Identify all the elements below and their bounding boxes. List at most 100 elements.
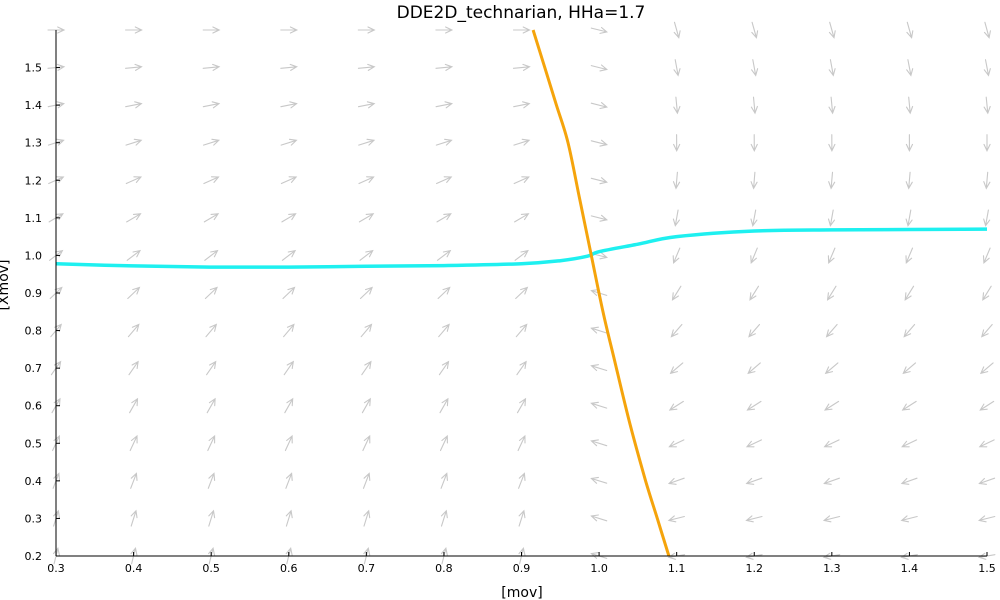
x-axis-label: [mov] [501,585,542,600]
vector-field-arrow [435,138,453,146]
vector-field-arrow [982,247,991,264]
vector-field-arrow [357,26,376,34]
x-tick-label: 1.4 [901,562,919,575]
vector-field-arrow [125,26,143,34]
vector-field-arrow [281,213,297,223]
vector-field-arrow [745,515,763,523]
vector-field-arrow [590,64,609,72]
vector-field-arrow [360,323,373,338]
vector-field-arrow [903,323,916,338]
vector-field-arrow [282,286,296,300]
y-tick-label: 0.9 [25,287,43,300]
vector-field-arrow [983,96,991,115]
vector-field-arrow [439,397,449,414]
vector-field-arrow [126,249,142,261]
vector-field-arrow [204,249,219,261]
vector-field-arrow [129,397,139,414]
vector-field-arrow [748,323,761,338]
vector-field-arrow [285,509,293,527]
vector-field-arrow [436,176,453,185]
vector-field-arrow [983,171,991,190]
vector-field-arrow [668,439,685,448]
vector-field-arrow [670,323,683,338]
vector-field-arrow [438,360,450,376]
vector-field-arrow [516,360,527,376]
vector-field-arrow [440,472,448,489]
vector-field-arrow [673,59,681,77]
vector-field-arrow [590,514,608,522]
vector-field-arrow [285,472,293,489]
vector-field-arrow [827,209,836,227]
vector-field-arrow [901,439,918,448]
y-tick-label: 1.3 [25,137,43,150]
vector-field-arrow [827,247,836,264]
vector-field-arrow [202,138,221,146]
vector-field-arrow [435,63,454,71]
vector-field-arrow [980,323,993,338]
vector-field-arrow [667,515,685,523]
vector-field-arrow [203,213,220,223]
orange-curve [531,29,671,557]
vector-field-arrow [358,213,375,223]
vector-field-arrow [669,362,684,375]
vector-field-arrow [125,138,143,146]
x-tick-label: 1.3 [823,562,841,575]
vector-field-arrow [667,477,685,485]
vector-field-arrow [590,476,608,484]
x-tick-label: 1.1 [668,562,686,575]
x-tick-label: 0.7 [358,562,376,575]
vector-field-arrow [828,96,836,115]
vector-field-arrow [513,101,531,109]
vector-field-arrow [280,138,298,146]
vector-field-arrow [900,515,918,523]
vector-field-arrow [747,362,761,375]
vector-field-arrow [363,509,371,527]
vector-field-arrow [205,323,218,338]
vector-field-arrow [125,101,143,109]
vector-field-arrow [901,400,917,411]
vector-field-arrow [358,138,376,146]
vector-field-arrow [359,249,374,261]
vector-field-arrow [750,209,758,227]
vector-field-arrow [979,362,994,375]
vector-field-arrow [204,286,218,300]
vector-field-arrow [900,477,918,485]
vector-field-arrow [672,247,681,264]
vector-field-arrow [362,434,371,452]
vector-field-arrow [824,400,840,411]
vector-field-arrow [127,323,140,338]
vector-field-arrow [126,213,142,223]
vector-field-arrow [826,285,837,301]
vector-field-arrow [750,247,758,264]
vector-field-arrow [518,472,526,489]
y-tick-label: 1.2 [25,174,43,187]
vector-field-arrow [982,285,992,301]
vector-field-arrow [512,26,531,34]
x-tick-label: 1.5 [978,562,996,575]
vector-field-arrow [202,101,221,109]
vector-field-arrow [280,63,298,71]
vector-field-arrow [202,26,221,34]
vector-field-arrow [280,101,298,109]
vector-field-arrow [749,285,760,301]
vector-field-arrow [203,176,220,185]
x-tick-label: 0.3 [47,562,65,575]
vector-field-arrow [751,21,759,39]
vector-field-arrow [283,360,295,376]
vector-field-arrow [825,323,838,338]
vector-field-arrow [978,439,995,448]
vector-field-arrow [281,249,297,261]
y-tick-label: 1.0 [25,249,43,262]
vector-field-arrow [824,362,839,375]
vector-field-arrow [590,326,608,334]
vector-field-arrow [207,472,216,489]
vector-field-arrow [823,477,840,485]
vector-field [47,21,996,565]
vector-field-arrow [130,509,138,527]
vector-field-arrow [358,176,375,185]
vector-field-arrow [357,101,376,109]
vector-field-arrow [130,472,138,489]
vector-field-arrow [438,323,450,338]
vector-field-arrow [823,439,840,448]
